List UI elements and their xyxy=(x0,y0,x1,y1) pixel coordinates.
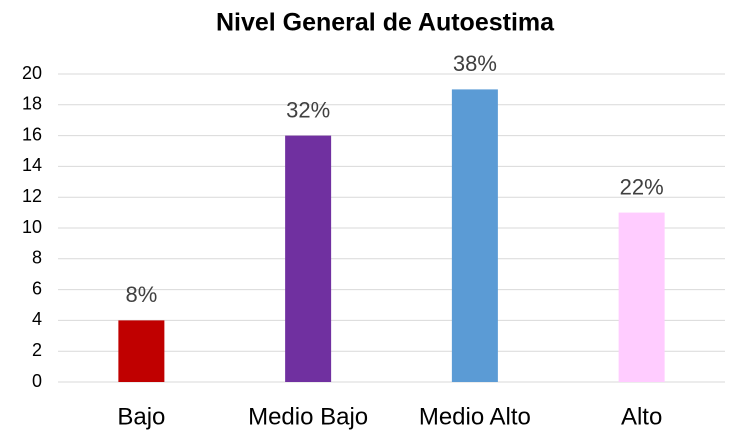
x-tick-label: Medio Alto xyxy=(419,403,531,430)
bar xyxy=(118,320,165,382)
bar xyxy=(285,135,332,382)
y-tick-label: 12 xyxy=(22,186,42,206)
y-tick-label: 0 xyxy=(32,371,42,391)
y-tick-label: 14 xyxy=(22,155,42,175)
bar xyxy=(451,89,498,383)
data-label: 32% xyxy=(286,97,330,122)
data-label: 38% xyxy=(453,51,497,76)
x-tick-label: Alto xyxy=(621,403,662,430)
bar xyxy=(618,212,665,382)
y-tick-label: 20 xyxy=(22,63,42,83)
x-tick-label: Medio Bajo xyxy=(248,403,368,430)
y-tick-label: 18 xyxy=(22,94,42,114)
y-tick-label: 10 xyxy=(22,217,42,237)
data-label: 8% xyxy=(125,282,157,307)
y-tick-label: 4 xyxy=(32,309,42,329)
y-tick-label: 16 xyxy=(22,124,42,144)
data-label: 22% xyxy=(620,174,664,199)
chart-title: Nivel General de Autoestima xyxy=(216,9,555,37)
x-tick-label: Bajo xyxy=(117,403,165,430)
y-tick-label: 6 xyxy=(32,278,42,298)
y-tick-label: 2 xyxy=(32,340,42,360)
y-tick-label: 8 xyxy=(32,248,42,268)
